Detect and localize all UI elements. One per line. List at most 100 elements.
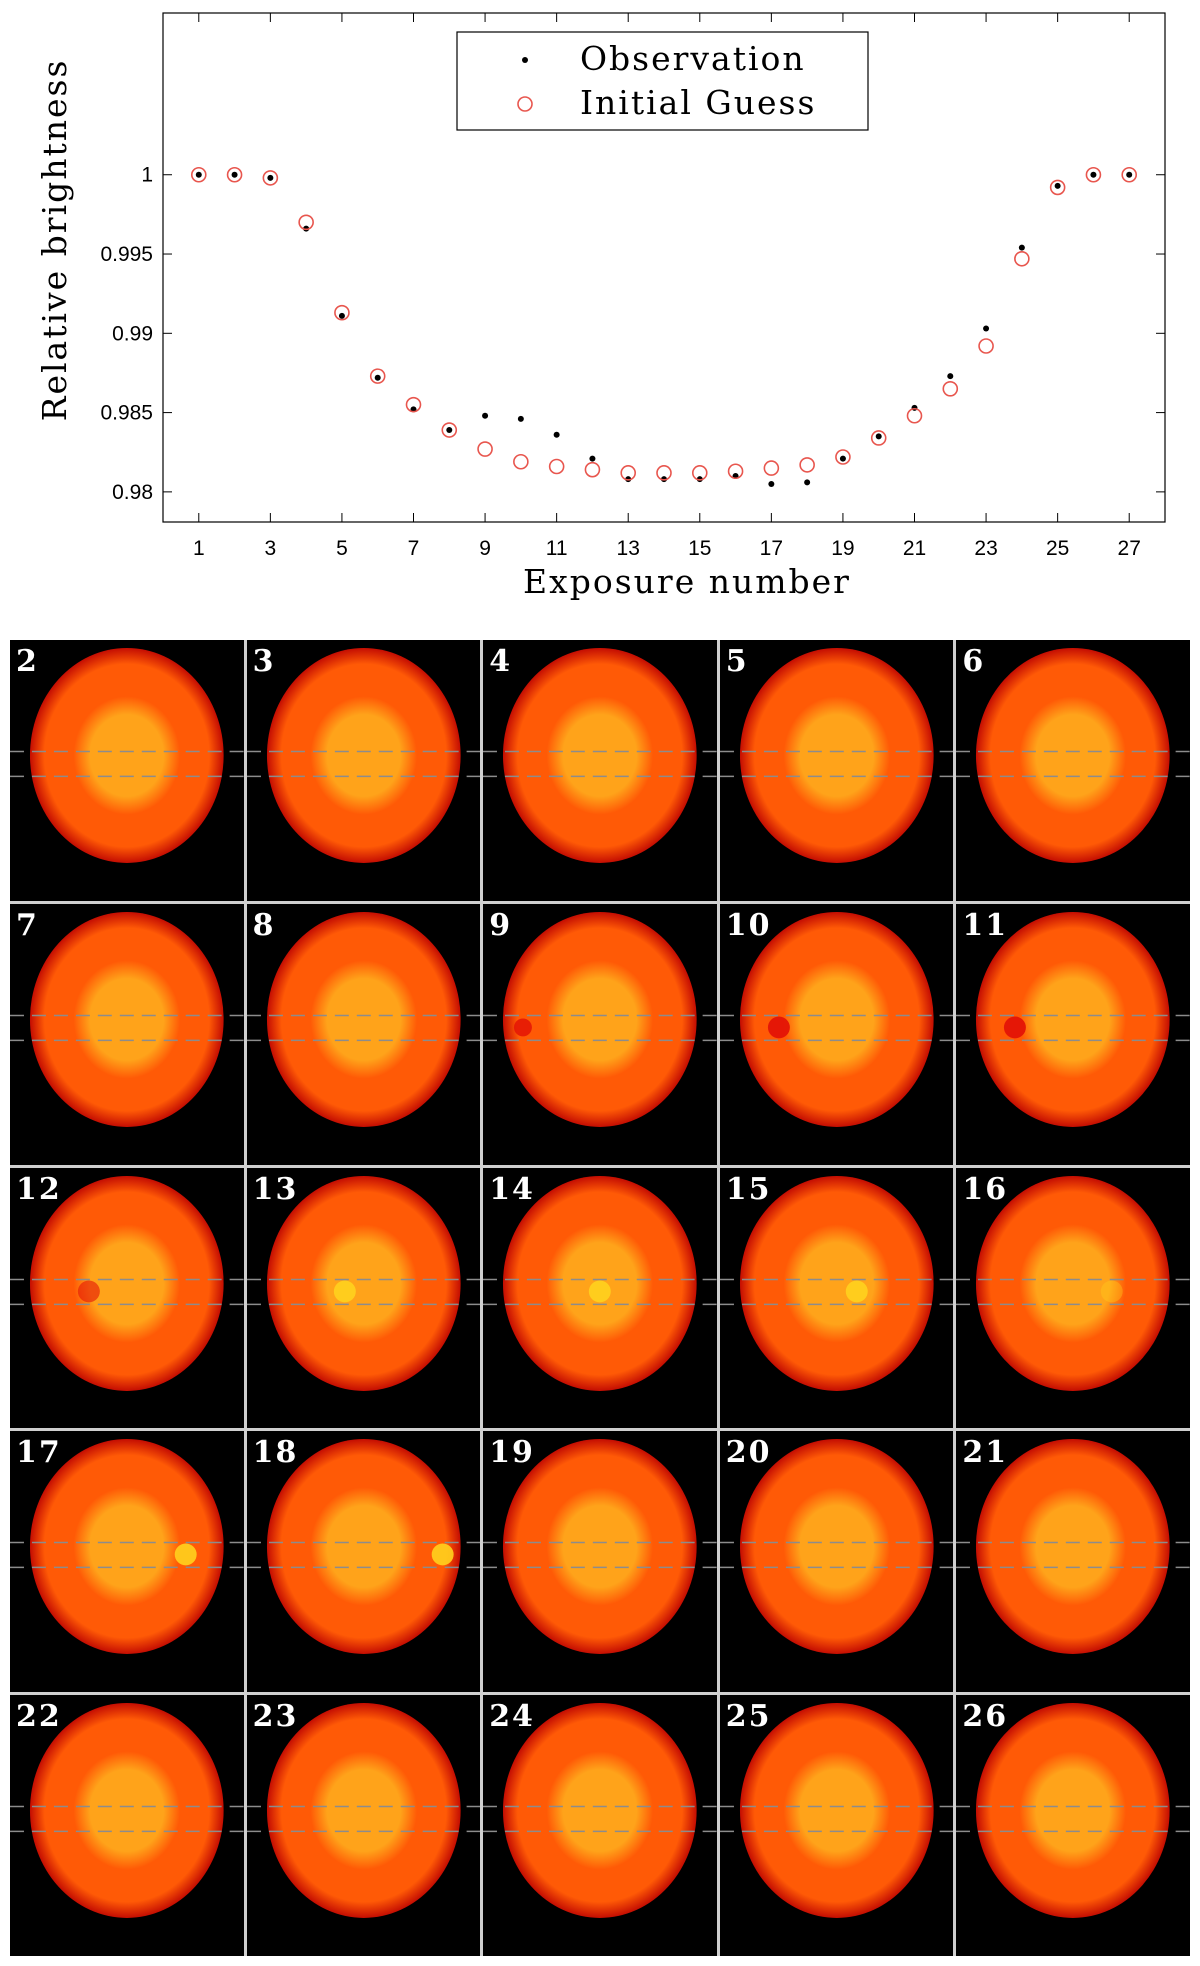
panel-exposure-label: 10	[725, 907, 772, 943]
panel-exposure-label: 14	[489, 1171, 535, 1207]
observation-point	[231, 171, 238, 178]
observation-point	[839, 455, 846, 462]
initial-guess-point	[906, 407, 923, 424]
x-tick-label: 7	[408, 537, 420, 560]
stellar-disk	[976, 1175, 1171, 1391]
initial-guess-point	[620, 465, 637, 481]
spot-map-panel: 2	[10, 640, 244, 901]
stellar-disk-map	[956, 911, 1190, 1127]
panel-exposure-label: 9	[489, 907, 513, 943]
spot-map-panel: 22	[10, 1695, 244, 1956]
spot-map-panel: 24	[483, 1695, 717, 1956]
panel-exposure-label: 17	[16, 1435, 62, 1471]
stellar-disk	[739, 647, 934, 863]
stellar-disk-map	[483, 1439, 717, 1655]
panel-exposure-label: 20	[725, 1435, 772, 1471]
x-tick-label: 3	[265, 537, 277, 560]
stellar-disk	[29, 1439, 224, 1655]
x-tick-label: 21	[903, 537, 926, 560]
star-spot	[1101, 1280, 1124, 1302]
initial-guess-point	[334, 304, 350, 321]
stellar-disk-map	[10, 647, 244, 863]
stellar-disk	[739, 1175, 934, 1391]
stellar-disk	[29, 911, 224, 1127]
initial-guess-point	[369, 368, 386, 384]
panel-exposure-label: 19	[489, 1435, 535, 1471]
legend-label-observation: Observation	[580, 39, 806, 78]
observation-point	[589, 455, 596, 462]
star-spot	[767, 1016, 790, 1039]
observation-point	[875, 433, 882, 440]
stellar-disk-map	[10, 1439, 244, 1655]
spot-map-panel: 10	[719, 903, 954, 1165]
initial-guess-point	[477, 441, 493, 457]
panel-exposure-label: 26	[962, 1699, 1009, 1735]
stellar-disk	[503, 1439, 697, 1655]
stellar-disk-map	[956, 1439, 1190, 1655]
observation-point	[947, 373, 954, 380]
stellar-disk	[739, 911, 934, 1127]
spot-map-panel: 21	[956, 1431, 1190, 1693]
y-axis-ticks: 0.98 0.985 0.99 0.995 1	[100, 164, 1165, 504]
spot-map-panel: 17	[10, 1431, 244, 1693]
spot-map-panel: 8	[246, 903, 481, 1165]
panel-exposure-label: 5	[725, 644, 749, 679]
stellar-disk-map	[719, 1439, 954, 1655]
observation-point	[983, 325, 990, 332]
initial-guess-point	[1121, 166, 1138, 183]
spot-map-panel: 13	[246, 1167, 481, 1429]
stellar-disk	[29, 1703, 224, 1919]
observation-point	[1126, 171, 1133, 178]
stellar-disk-map	[246, 647, 481, 863]
initial-guess-point	[1049, 179, 1066, 196]
spot-map-panel: 6	[956, 640, 1190, 901]
observation-point	[195, 171, 202, 178]
stellar-disk-map	[483, 1175, 717, 1391]
panel-exposure-label: 15	[725, 1171, 772, 1207]
spot-map-panel: 5	[719, 640, 954, 901]
x-tick-label: 17	[760, 537, 783, 560]
x-tick-label: 9	[479, 537, 491, 560]
spot-map-panel: 23	[246, 1695, 481, 1956]
observation-point	[768, 480, 775, 487]
stellar-disk	[266, 1703, 461, 1919]
panel-exposure-label: 11	[962, 907, 1009, 943]
panel-exposure-label: 21	[962, 1435, 1009, 1471]
x-tick-label: 11	[546, 537, 568, 560]
y-axis-label: Relative brightness	[35, 59, 74, 422]
observation-point	[911, 404, 918, 411]
stellar-disk-map	[483, 1703, 717, 1919]
x-tick-label: 27	[1118, 537, 1141, 560]
panel-exposure-label: 24	[489, 1699, 535, 1735]
initial-guess-point	[978, 338, 994, 354]
light-curve-chart: 1 3 5 7 9 11 13 15 17 19 21 23 25 27 0.980.9850.990.9…	[35, 12, 1166, 601]
panel-exposure-label: 23	[252, 1699, 299, 1735]
spot-map-panel: 25	[719, 1695, 954, 1956]
initial-guess-point	[405, 396, 422, 413]
panel-exposure-label: 22	[16, 1699, 62, 1735]
spot-map-panel: 4	[483, 640, 717, 901]
initial-guess-point	[763, 460, 780, 476]
observation-point	[338, 312, 345, 319]
spot-map-panel: 12	[10, 1167, 244, 1429]
y-tick-label: 1	[141, 164, 153, 187]
observation-point	[374, 374, 381, 381]
stellar-disk	[266, 1175, 461, 1391]
y-tick-label: 0.985	[100, 402, 153, 425]
spot-map-panel: 7	[10, 903, 244, 1165]
initial-guess-point	[548, 458, 565, 475]
stellar-disk-map	[956, 1175, 1190, 1391]
observation-series	[195, 171, 1133, 487]
initial-guess-point	[513, 453, 529, 470]
star-spot	[77, 1280, 100, 1302]
initial-guess-point	[942, 381, 959, 397]
spot-map-panel: 19	[483, 1431, 717, 1693]
initial-guess-point	[1014, 250, 1030, 267]
spot-map-panel: 14	[483, 1167, 717, 1429]
stellar-disk-map	[483, 911, 717, 1127]
initial-guess-point	[1085, 166, 1102, 183]
observation-point	[267, 174, 274, 181]
stellar-disk	[29, 647, 224, 863]
observation-point	[446, 427, 453, 434]
spot-map-panel: 3	[246, 640, 481, 901]
